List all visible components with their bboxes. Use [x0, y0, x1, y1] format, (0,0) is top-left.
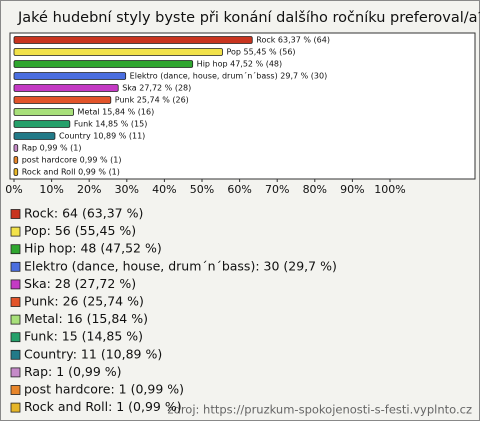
x-tick-label: 20%: [77, 183, 101, 196]
bar: [13, 84, 119, 92]
x-tick-label: 10%: [39, 183, 63, 196]
bar: [13, 72, 127, 80]
bar: [13, 120, 71, 128]
bar: [13, 48, 223, 56]
legend-label: Ska: 28 (27,72 %): [24, 276, 136, 291]
bar-label: Metal 15,84 % (16): [78, 108, 155, 117]
legend-label: Pop: 56 (55,45 %): [24, 223, 136, 238]
x-tick-label: 70%: [265, 183, 289, 196]
legend-label: Elektro (dance, house, drum´n´bass): 30 …: [24, 258, 337, 273]
bar: [13, 168, 19, 176]
x-tick-label: 100%: [374, 183, 405, 196]
bar-label: Rap 0,99 % (1): [22, 144, 82, 153]
legend-swatch: [10, 402, 21, 413]
legend-swatch: [10, 279, 21, 290]
bar-label: Hip hop 47,52 % (48): [197, 60, 282, 69]
bar-label: post hardcore 0,99 % (1): [22, 156, 122, 165]
legend-label: Punk: 26 (25,74 %): [24, 294, 144, 309]
x-tick-label: 50%: [190, 183, 214, 196]
bar: [13, 144, 19, 152]
legend-swatch: [10, 314, 21, 325]
x-tick-label: 80%: [303, 183, 327, 196]
legend-swatch: [10, 244, 21, 255]
legend-swatch: [10, 332, 21, 343]
chart-title: Jaké hudební styly byste při konání dalš…: [17, 10, 480, 26]
legend-swatch: [10, 261, 21, 272]
x-tick-label: 90%: [340, 183, 364, 196]
legend-swatch: [10, 226, 21, 237]
legend-label: Country: 11 (10,89 %): [24, 346, 162, 361]
x-tick-label: 60%: [227, 183, 251, 196]
bar-label: Punk 25,74 % (26): [115, 96, 189, 105]
legend-label: Rock and Roll: 1 (0,99 %): [24, 399, 182, 414]
bar-label: Country 10,89 % (11): [59, 132, 145, 141]
x-tick-label: 30%: [115, 183, 139, 196]
legend-swatch: [10, 297, 21, 307]
legend-label: Funk: 15 (14,85 %): [24, 329, 143, 344]
plot-area: [9, 32, 476, 180]
bar: [13, 132, 56, 140]
bar-label: Rock and Roll 0,99 % (1): [22, 168, 120, 177]
bar-label: Funk 14,85 % (15): [74, 120, 148, 129]
legend-swatch: [10, 349, 21, 360]
bar-label: Pop 55,45 % (56): [226, 48, 295, 57]
source: zdroj: https://pruzkum-spokojenosti-s-fe…: [167, 403, 472, 417]
legend-label: Hip hop: 48 (47,52 %): [24, 241, 162, 256]
bar: [13, 96, 112, 104]
legend-swatch: [10, 209, 21, 219]
x-tick-label: 0%: [5, 183, 22, 196]
bar-label: Elektro (dance, house, drum´n´bass) 29,7…: [130, 71, 328, 81]
x-tick-label: 40%: [152, 183, 176, 196]
legend-swatch: [10, 367, 21, 378]
bar-label: Ska 27,72 % (28): [122, 84, 191, 93]
legend-label: post hardcore: 1 (0,99 %): [24, 382, 184, 397]
bar: [13, 60, 194, 68]
legend-label: Rap: 1 (0,99 %): [24, 364, 122, 379]
legend-label: Rock: 64 (63,37 %): [24, 206, 143, 221]
bar: [13, 36, 253, 44]
bar: [13, 108, 74, 116]
legend-label: Metal: 16 (15,84 %): [24, 311, 148, 326]
legend-swatch: [10, 385, 21, 395]
bar: [13, 156, 19, 164]
bar-label: Rock 63,37 % (64): [256, 36, 330, 45]
